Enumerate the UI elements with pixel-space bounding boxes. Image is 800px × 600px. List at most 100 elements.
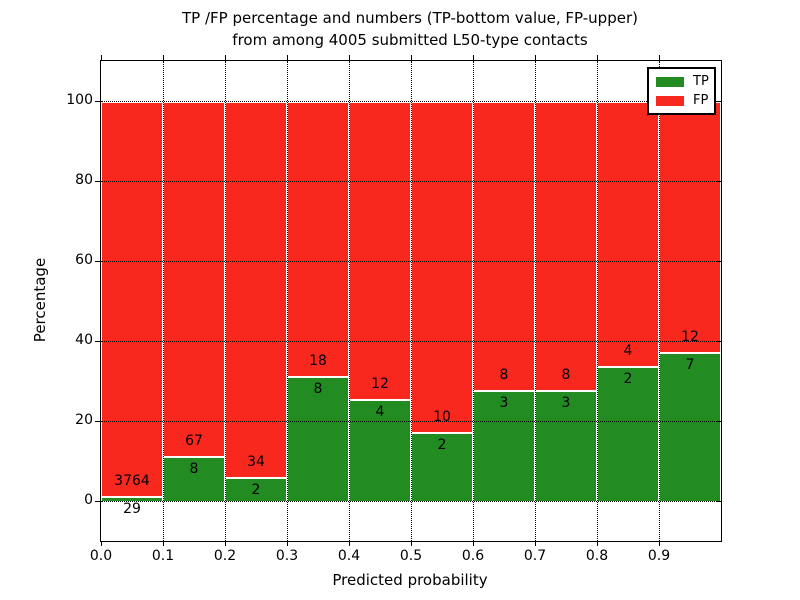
bar-segment-fp — [350, 101, 410, 401]
bar-segment-tp — [102, 497, 162, 501]
fp-count-label: 12 — [371, 376, 389, 392]
x-tick-mark — [349, 541, 350, 546]
x-tick-mark — [101, 541, 102, 546]
tp-count-label: 7 — [685, 356, 695, 373]
gridline-vertical — [535, 61, 536, 541]
x-tick-label: 0.0 — [89, 548, 113, 564]
x-tick-mark — [597, 541, 598, 546]
fp-count-label: 4 — [623, 342, 633, 359]
gridline-vertical — [473, 61, 474, 541]
x-tick-label: 0.9 — [647, 548, 671, 564]
gridline-vertical — [411, 61, 412, 541]
x-tick-label: 0.2 — [213, 548, 237, 564]
bar-segment-tp — [164, 458, 224, 501]
x-tick-mark-top — [659, 55, 660, 60]
bar-segment-fp — [660, 101, 720, 354]
bar-segment-tp — [598, 367, 658, 501]
tp-count-label: 3 — [561, 394, 571, 411]
y-axis-label: Percentage — [31, 257, 49, 343]
x-tick-mark-top — [535, 55, 536, 60]
x-tick-mark-top — [349, 55, 350, 60]
tp-count-label: 3 — [499, 394, 509, 411]
legend-label-tp: TP — [693, 74, 709, 89]
y-tick-label: 80 — [75, 172, 93, 188]
gridline-vertical — [287, 61, 288, 541]
y-tick-mark — [95, 261, 100, 262]
legend: TP FP — [647, 67, 716, 115]
x-tick-mark — [659, 541, 660, 546]
legend-swatch-tp — [656, 76, 684, 87]
x-tick-label: 0.6 — [461, 548, 485, 564]
bar-segment-fp — [474, 101, 534, 392]
bar-segment-tp — [288, 377, 348, 501]
x-tick-mark — [411, 541, 412, 546]
y-tick-label: 20 — [75, 412, 93, 428]
bar-segment-tp — [350, 401, 410, 501]
y-tick-label: 60 — [75, 252, 93, 268]
x-tick-mark-top — [411, 55, 412, 60]
bar-segment-fp — [536, 101, 596, 392]
bar-segment-tp — [412, 434, 472, 501]
x-tick-mark-top — [287, 55, 288, 60]
tp-count-label: 2 — [251, 481, 261, 498]
y-tick-label: 100 — [66, 92, 93, 108]
bar-segment-fp — [288, 101, 348, 378]
y-tick-mark — [95, 501, 100, 502]
x-tick-label: 0.3 — [275, 548, 299, 564]
y-tick-label: 0 — [84, 492, 93, 508]
tp-count-label: 8 — [313, 380, 323, 397]
bar-segment-tp — [660, 353, 720, 501]
x-tick-mark — [535, 541, 536, 546]
y-tick-mark — [95, 181, 100, 182]
x-tick-mark — [287, 541, 288, 546]
x-tick-mark-top — [473, 55, 474, 60]
y-tick-mark — [95, 341, 100, 342]
x-tick-mark-top — [597, 55, 598, 60]
x-tick-label: 0.8 — [585, 548, 609, 564]
bar-segment-fp — [164, 101, 224, 459]
y-tick-mark-right — [716, 421, 721, 422]
fp-count-label: 10 — [433, 409, 451, 426]
bar-segment-fp — [412, 101, 472, 435]
legend-swatch-fp — [656, 95, 684, 106]
gridline-vertical — [659, 61, 660, 541]
y-tick-mark-right — [716, 181, 721, 182]
x-tick-label: 0.4 — [337, 548, 361, 564]
x-tick-label: 0.5 — [399, 548, 423, 564]
y-tick-mark-right — [716, 341, 721, 342]
bar-segment-tp — [474, 391, 534, 501]
fp-count-label: 18 — [309, 352, 327, 369]
fp-count-label: 8 — [499, 366, 509, 383]
fp-count-label: 12 — [681, 328, 699, 345]
y-tick-mark — [95, 101, 100, 102]
chart-title: TP /FP percentage and numbers (TP-bottom… — [100, 7, 720, 51]
x-tick-label: 0.7 — [523, 548, 547, 564]
x-tick-label: 0.1 — [151, 548, 175, 564]
bar-segment-fp — [226, 101, 286, 479]
gridline-vertical — [349, 61, 350, 541]
legend-entry-tp: TP — [649, 75, 714, 88]
tp-count-label: 4 — [375, 404, 385, 420]
tp-count-label: 29 — [123, 500, 141, 517]
fp-count-label: 34 — [247, 453, 265, 470]
x-tick-mark — [473, 541, 474, 546]
plot-area: TP FP 3764 29 67 8 34 2 18 8 12 4 10 2 8 3 8 3 4 2 12 7 0 20 4… — [66, 55, 722, 564]
tp-count-label: 2 — [437, 437, 447, 454]
gridline-vertical — [597, 61, 598, 541]
legend-entry-fp: FP — [649, 94, 714, 107]
bar-segment-tp — [536, 391, 596, 501]
gridline-vertical — [225, 61, 226, 541]
y-tick-label: 40 — [75, 332, 93, 348]
x-tick-mark-top — [101, 55, 102, 60]
y-tick-mark — [95, 421, 100, 422]
tp-count-label: 8 — [189, 461, 199, 478]
x-tick-mark — [225, 541, 226, 546]
y-tick-mark-right — [716, 261, 721, 262]
x-axis-label: Predicted probability — [332, 571, 488, 589]
bar-segment-fp — [102, 101, 162, 498]
fp-count-label: 3764 — [114, 472, 150, 489]
gridline-vertical — [163, 61, 164, 541]
chart-title-line1: TP /FP percentage and numbers (TP-bottom… — [182, 9, 638, 27]
x-tick-mark-top — [163, 55, 164, 60]
